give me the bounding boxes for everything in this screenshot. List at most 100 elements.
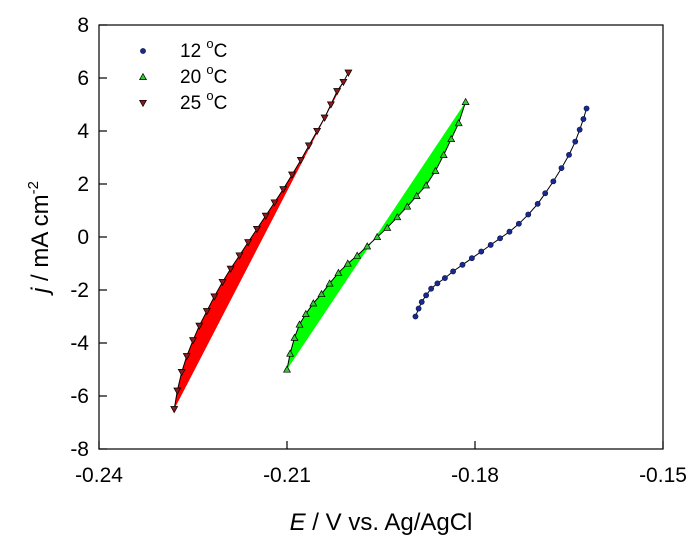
y-tick-label: 8 (77, 14, 89, 37)
data-point (296, 157, 305, 165)
legend-unit: C (214, 41, 228, 62)
data-point (583, 105, 590, 112)
data-point (226, 265, 235, 273)
series-fill (174, 72, 349, 410)
data-point (173, 387, 182, 395)
data-point (235, 252, 244, 260)
data-point (439, 150, 448, 158)
x-axis-title: E / V vs. Ag/AgCl (290, 509, 473, 536)
data-point (344, 69, 353, 77)
data-point (550, 178, 557, 185)
data-point (461, 97, 470, 105)
data-point (333, 88, 342, 96)
data-point (412, 313, 419, 320)
data-point (320, 114, 329, 122)
data-point (468, 255, 475, 262)
y-tick-label: -6 (70, 385, 89, 408)
data-point (343, 259, 352, 267)
y-axis-symbol: j (27, 287, 54, 296)
data-point (195, 322, 204, 330)
legend-degree: o (206, 88, 213, 103)
y-tick-label: 6 (77, 67, 89, 90)
data-point (431, 166, 440, 174)
data-point (363, 242, 372, 250)
y-tick-label: -4 (70, 332, 89, 355)
legend-label: 25 oC (180, 88, 227, 114)
data-point (422, 181, 431, 189)
data-point (566, 151, 572, 158)
data-point (290, 333, 299, 341)
x-tick-label: -0.24 (75, 464, 123, 487)
data-point (428, 285, 435, 292)
y-tick-label: 4 (77, 120, 89, 143)
x-axis-symbol: E (290, 509, 307, 536)
data-point (542, 190, 549, 197)
data-point (580, 116, 587, 122)
series-fill (287, 101, 466, 370)
y-axis-unit: / mA cm (27, 194, 54, 287)
legend-value: 20 (180, 67, 206, 88)
data-point (572, 138, 579, 145)
data-point (317, 289, 326, 298)
y-tick-label: -8 (70, 438, 89, 461)
data-point (270, 199, 279, 207)
data-point (558, 165, 565, 171)
legend-unit: C (214, 93, 228, 114)
data-point (283, 365, 291, 373)
legend-unit: C (214, 67, 228, 88)
data-point (189, 337, 197, 345)
x-axis-unit: / V vs. Ag/AgCl (306, 509, 473, 536)
data-point (170, 406, 179, 414)
y-tick-label: 0 (77, 226, 89, 249)
data-point (252, 225, 261, 234)
data-point (442, 275, 448, 281)
data-point (459, 261, 466, 268)
x-tick-label: -0.21 (263, 464, 311, 487)
data-point (286, 349, 295, 357)
x-tick-label: -0.18 (451, 464, 499, 487)
legend-degree: o (206, 62, 213, 77)
data-point (304, 142, 313, 150)
data-point (515, 220, 522, 227)
data-point (309, 299, 318, 307)
axis-ticks: -0.24 -0.21 -0.18 -0.15 -8 -6 -4 -2 0 2 4 6 8 (70, 14, 687, 487)
data-point (373, 232, 382, 241)
legend-value: 25 (180, 93, 206, 114)
data-point (423, 292, 430, 299)
data-point (415, 305, 422, 312)
legend-marker (140, 48, 146, 54)
data-point (288, 171, 296, 179)
legend-marker (139, 72, 147, 81)
y-tick-label: 2 (77, 173, 89, 196)
data-point (506, 228, 513, 235)
data-point (279, 186, 288, 194)
data-point (325, 279, 334, 287)
data-point (447, 134, 456, 143)
y-axis-exponent: -2 (25, 181, 42, 194)
legend-value: 12 (180, 41, 206, 62)
data-point (403, 202, 412, 210)
data-point (434, 280, 441, 287)
data-point (295, 320, 304, 328)
data-point (576, 126, 583, 133)
legend-marker (139, 99, 147, 108)
data-point (418, 299, 425, 305)
data-point (301, 309, 310, 317)
series-group (170, 69, 590, 414)
data-point (393, 212, 402, 221)
data-point (497, 235, 503, 242)
legend-label: 12 oC (180, 36, 227, 62)
series-fills (174, 72, 466, 410)
y-tick-label: -2 (70, 279, 89, 302)
data-point (210, 293, 219, 301)
data-point (244, 239, 253, 247)
data-point (339, 78, 348, 87)
data-point (182, 353, 191, 361)
x-tick-label: -0.15 (639, 464, 687, 487)
data-point (525, 211, 532, 218)
data-point (450, 268, 456, 275)
y-axis-title: j / mA cm-2 (25, 181, 54, 296)
data-point (177, 369, 186, 377)
